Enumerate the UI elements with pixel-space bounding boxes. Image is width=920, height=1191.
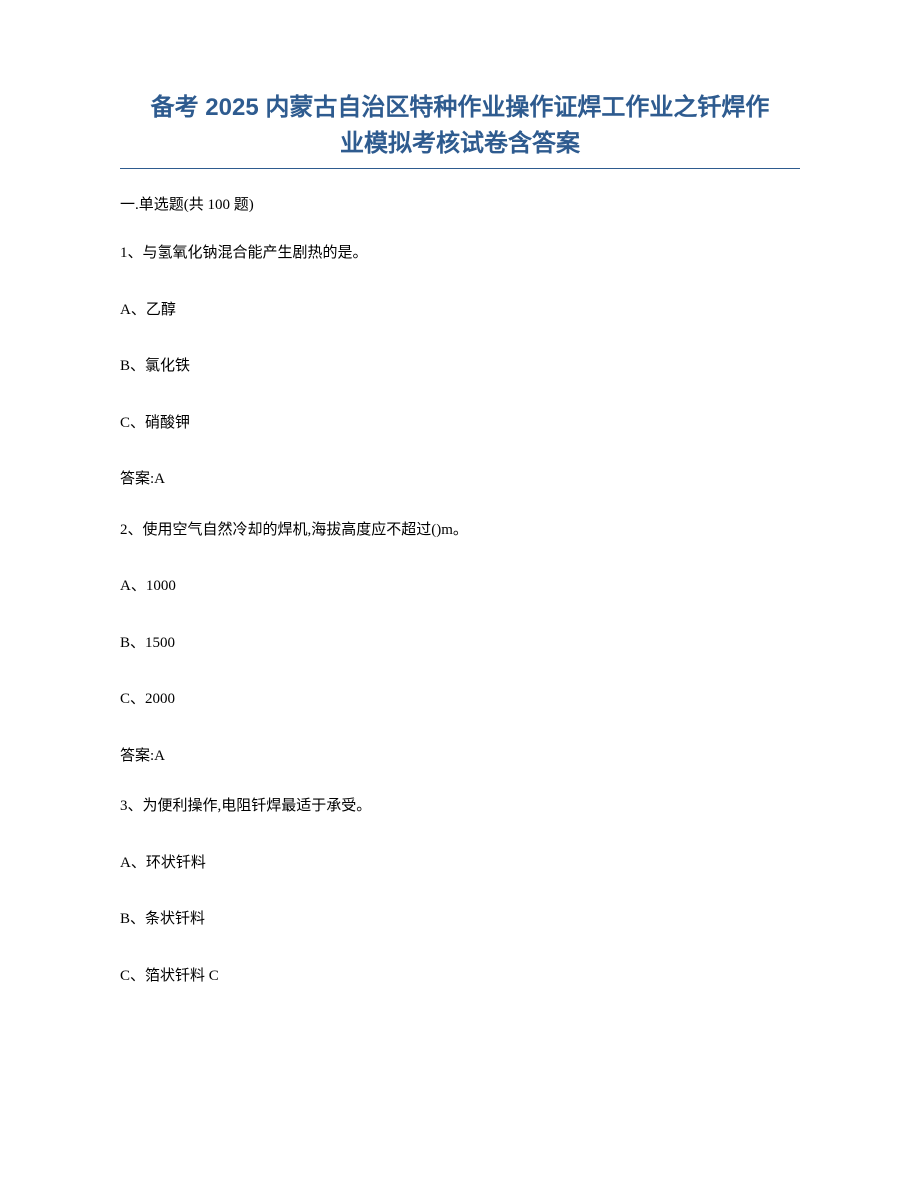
question-1-option-a: A、乙醇 [120,299,800,322]
question-3-prompt: 3、为便利操作,电阻钎焊最适于承受。 [120,795,800,818]
title-underline [120,168,800,169]
question-1-answer: 答案:A [120,468,800,491]
question-1-prompt: 1、与氢氧化钠混合能产生剧热的是。 [120,242,800,265]
title-line-2: 业模拟考核试卷含答案 [340,130,580,157]
question-3-option-c: C、箔状钎料 C [120,965,800,988]
question-3-option-b: B、条状钎料 [120,908,800,931]
document-title: 备考 2025 内蒙古自治区特种作业操作证焊工作业之钎焊作 业模拟考核试卷含答案 [120,90,800,162]
question-1-option-b: B、氯化铁 [120,355,800,378]
question-2-option-a: A、1000 [120,575,800,598]
question-1-option-c: C、硝酸钾 [120,412,800,435]
question-2-option-b: B、1500 [120,632,800,655]
question-2-prompt: 2、使用空气自然冷却的焊机,海拔高度应不超过()m。 [120,519,800,542]
question-2-option-c: C、2000 [120,688,800,711]
question-3-option-a: A、环状钎料 [120,852,800,875]
title-line-1: 备考 2025 内蒙古自治区特种作业操作证焊工作业之钎焊作 [151,94,770,121]
section-header: 一.单选题(共 100 题) [120,193,800,214]
question-2-answer: 答案:A [120,745,800,768]
